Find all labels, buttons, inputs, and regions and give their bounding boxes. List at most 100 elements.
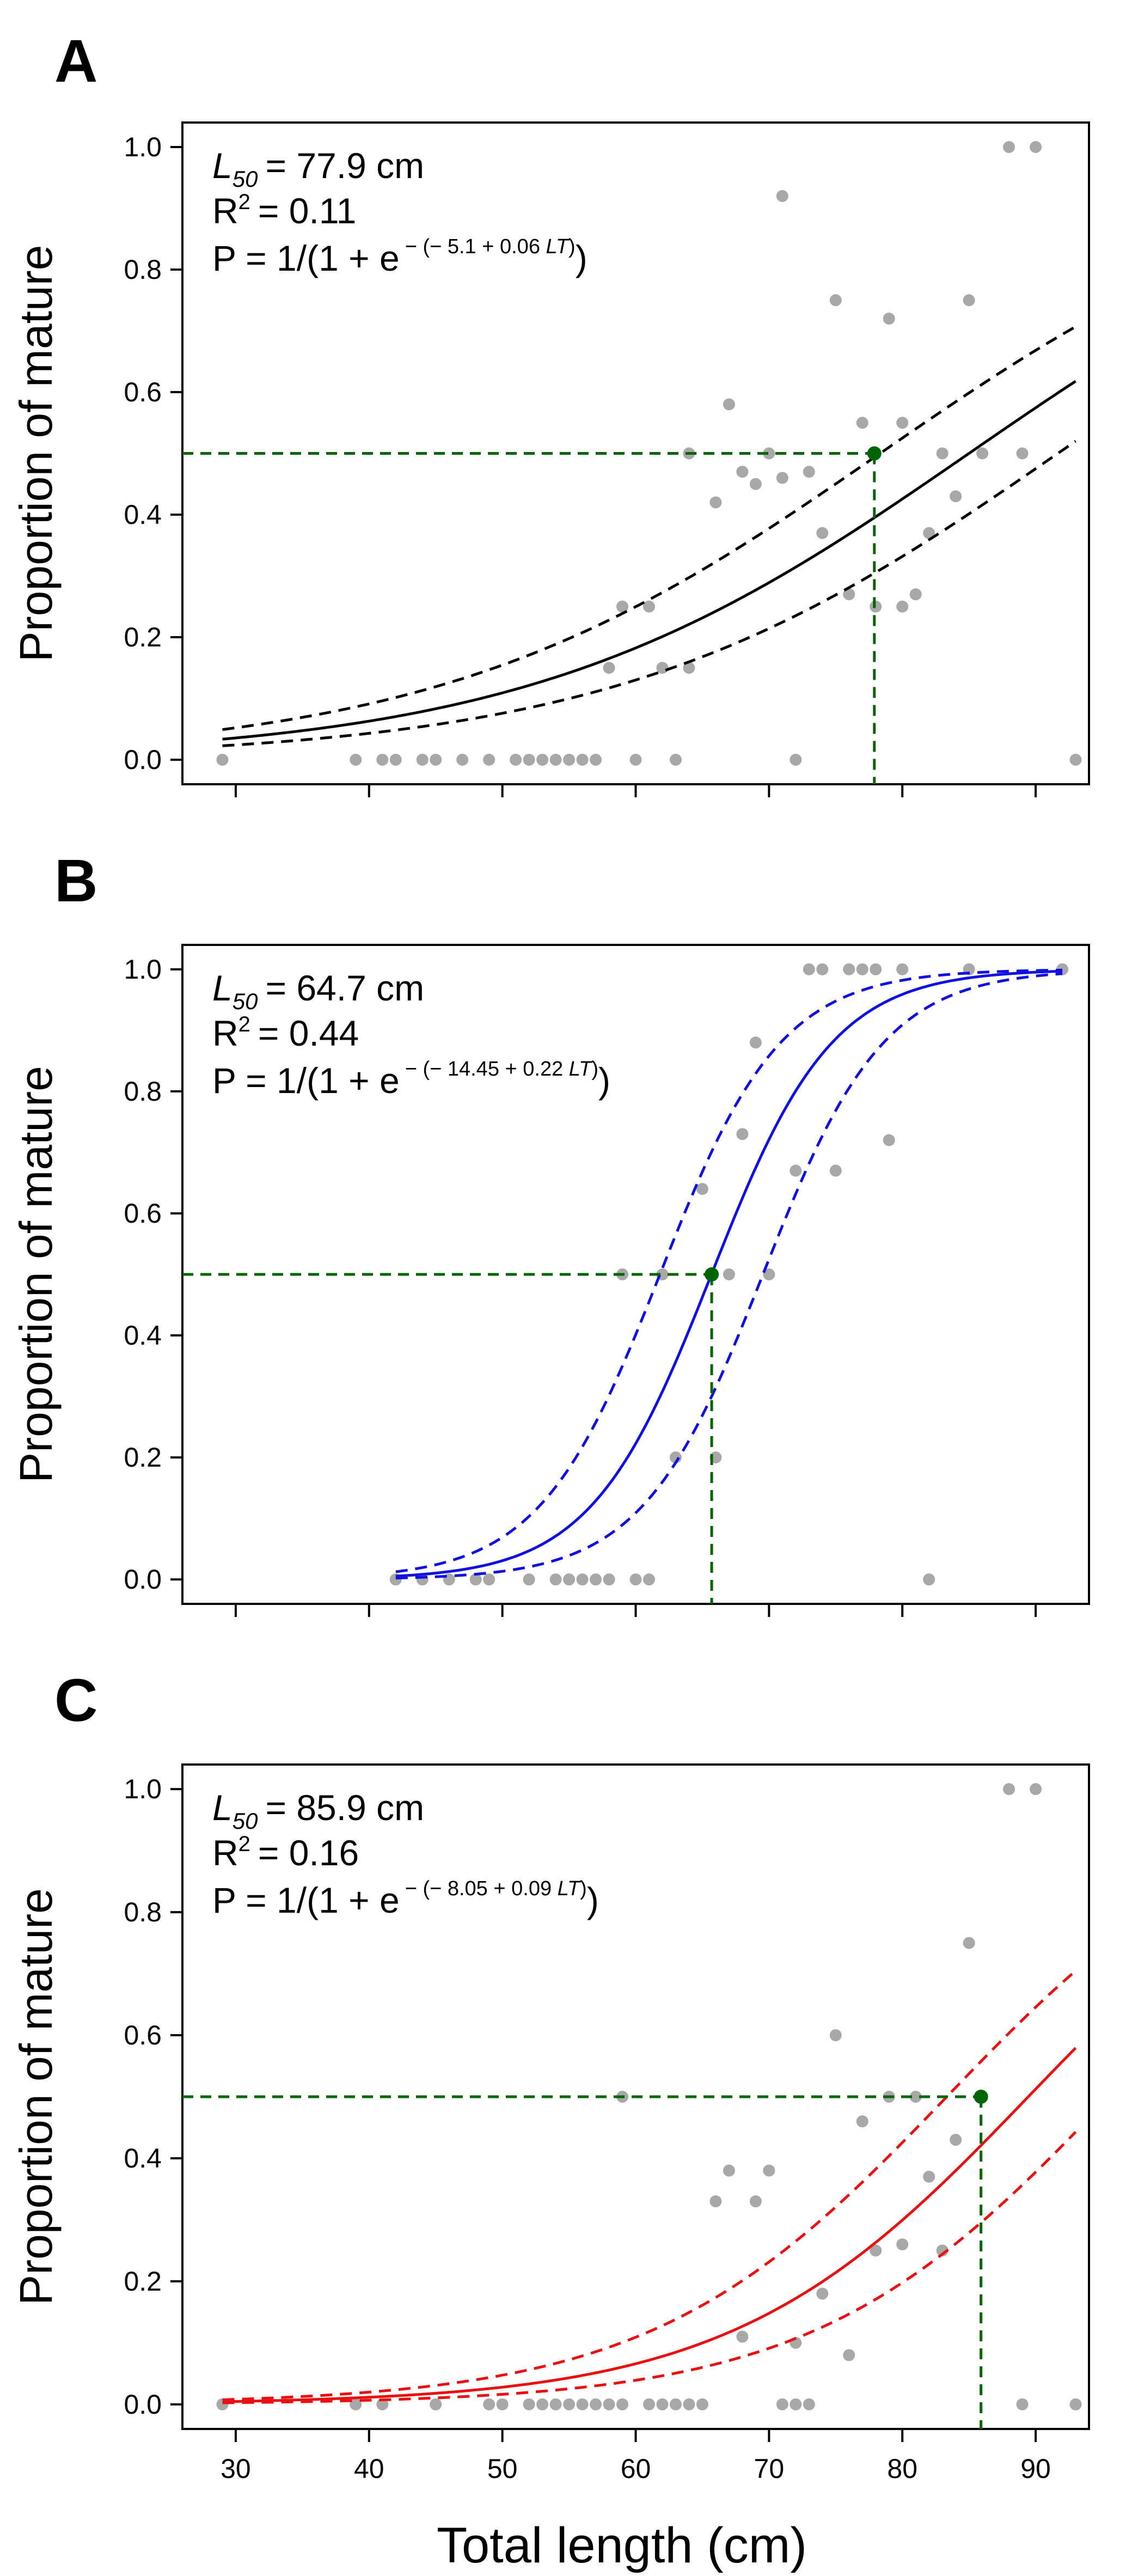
data-point [923,1573,935,1586]
data-point [723,1268,735,1280]
data-point [896,963,909,975]
equation-exponent-close: ) [580,1877,587,1900]
data-point [1016,447,1029,460]
equation-exponent-close: ) [568,235,576,258]
ci-upper-line [222,2131,1077,2404]
data-point [683,662,695,674]
data-point [736,2330,749,2343]
data-point [496,2398,509,2410]
ci-upper-line [395,972,1063,1580]
data-point [923,527,935,539]
data-point [856,2115,868,2128]
data-point [563,1573,576,1586]
data-point [776,2398,788,2410]
data-point [456,754,469,766]
data-point [576,2398,589,2410]
data-point [883,313,895,325]
data-point [803,2398,815,2410]
panel-b: B 0.0 0.2 0.4 0.6 0.8 1.0 Proportion of mature L… [10,847,1090,1617]
x-tick-label: 50 [487,2453,518,2484]
data-point [776,472,788,484]
equation-exponent-close: ) [591,1058,598,1081]
data-point [430,2398,442,2410]
l50-point [867,446,882,461]
data-point [350,754,362,766]
data-point [709,2195,722,2208]
x-axis-label: Total length (cm) [437,2518,807,2573]
equation-suffix: ) [598,1060,610,1101]
r2-superscript: 2 [238,1012,250,1036]
l50-symbol: L [212,145,232,186]
data-point [870,963,882,975]
y-tick-label: 0.8 [124,1897,162,1927]
data-point [1016,2398,1029,2410]
data-point [523,754,535,766]
data-point [709,496,722,509]
data-point [483,1573,495,1586]
data-point [669,754,682,766]
l50-point [705,1267,719,1281]
y-axis-label: Proportion of mature [10,1066,62,1483]
y-tick-label: 0.6 [124,377,162,407]
ci-lower-line [222,1969,1077,2401]
x-tick-label: 40 [354,2453,384,2484]
data-point [963,1937,975,1949]
panel-label: B [54,847,97,914]
data-point [643,1573,655,1586]
data-point [643,600,655,613]
y-tick-label: 0.4 [124,2143,162,2174]
y-tick-label: 0.0 [124,744,162,775]
equation-exponent: − (− 8.05 + 0.09 [405,1877,558,1900]
data-point [216,754,229,766]
data-point [1069,2398,1082,2410]
data-point [1069,754,1082,766]
data-point [603,1573,615,1586]
ci-lower-line [222,325,1076,731]
panel-a: A 0.0 0.2 0.4 0.6 0.8 1.0 Proportion of mature L… [10,28,1090,797]
data-point [1003,1783,1015,1796]
equation-exponent-var: LT [546,235,570,258]
r2-symbol: R [212,1833,238,1873]
l50-value: = 64.7 cm [265,968,424,1008]
data-point [616,600,629,613]
equation-prefix: P = 1/(1 + e [212,238,400,278]
data-point [656,662,669,674]
data-point [590,2398,602,2410]
data-point [549,754,562,766]
r2-symbol: R [212,1013,238,1053]
l50-annotation: L50 = 77.9 cm [212,145,424,192]
data-point [483,754,495,766]
data-point [909,588,922,601]
y-tick-label: 1.0 [124,1774,162,1804]
data-point [696,1183,708,1195]
r2-value: = 0.16 [258,1833,359,1873]
data-point [803,466,815,478]
data-point [629,754,642,766]
data-point [603,662,615,674]
y-tick-label: 0.2 [124,622,162,652]
l50-point [974,2090,988,2104]
data-point [843,963,855,975]
l50-annotation: L50 = 64.7 cm [212,968,424,1014]
data-point [763,2164,775,2177]
data-point [1003,141,1015,153]
r2-value: = 0.44 [258,1013,359,1053]
equation-suffix: ) [587,1880,599,1920]
data-point [723,2164,735,2177]
data-point [790,754,802,766]
data-point [803,963,815,975]
fit-line [395,969,1063,1578]
l50-subscript: 50 [232,988,258,1014]
data-point [896,2238,909,2251]
equation-suffix: ) [576,238,588,278]
data-point [763,1268,775,1280]
data-point [536,754,549,766]
data-point [763,447,775,460]
equation-exponent: − (− 14.45 + 0.22 [405,1058,569,1081]
data-point [843,588,855,601]
panel-label: A [54,28,97,95]
data-point [616,2398,629,2410]
l50-value: = 85.9 cm [265,1787,424,1828]
l50-value: = 77.9 cm [265,145,424,186]
l50-symbol: L [212,1787,232,1828]
